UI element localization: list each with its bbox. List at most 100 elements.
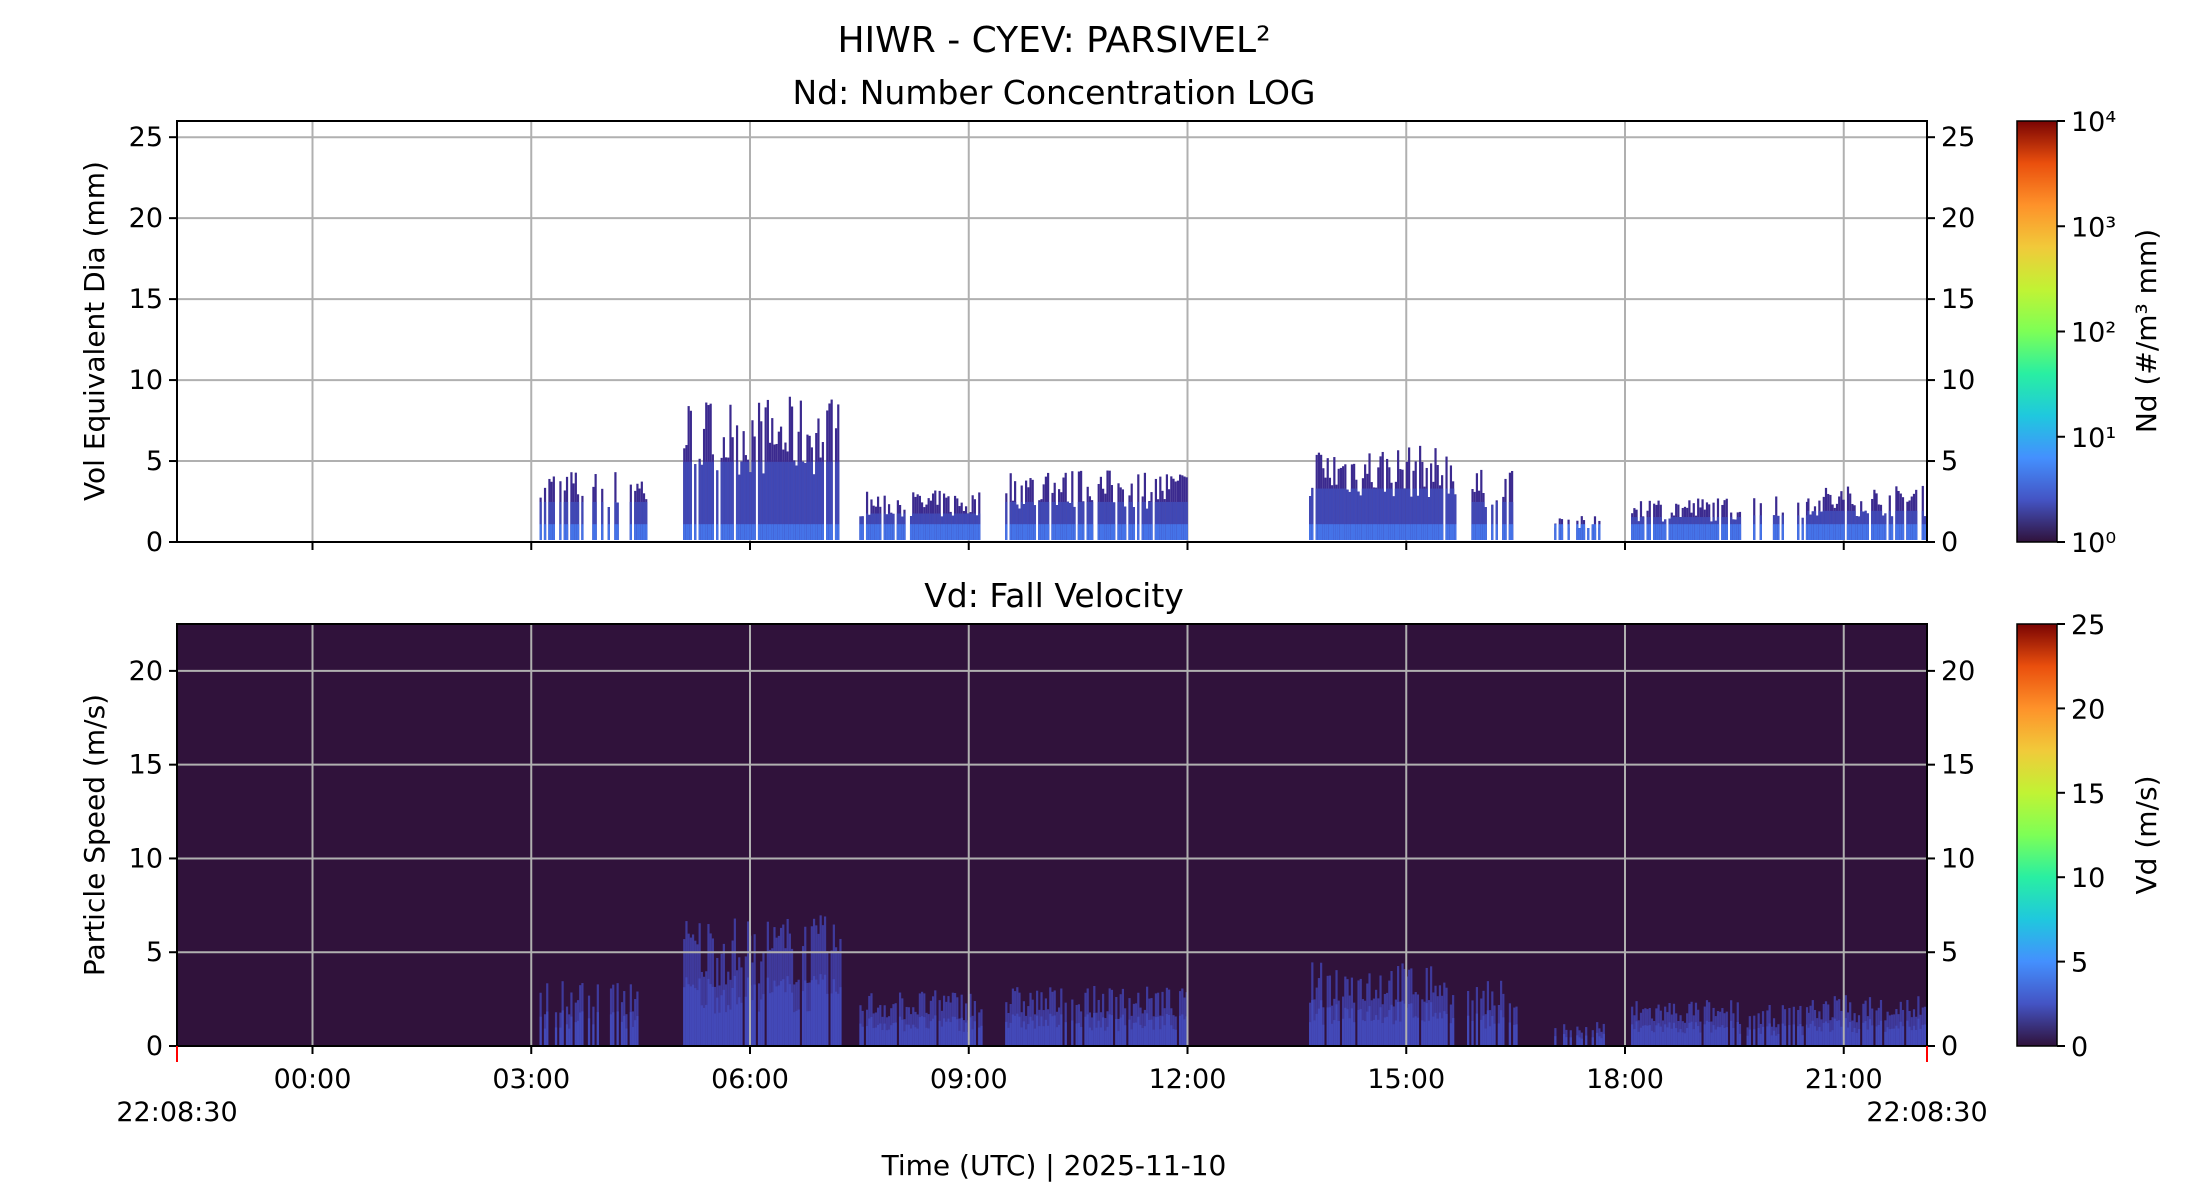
nd-bin-column-mid [1091,501,1094,540]
vd-bin-column-core [1137,1016,1140,1046]
vd-bin-column-core [1864,1021,1867,1046]
vd-bin-column-core [565,1024,569,1046]
nd-bin-column-low [1322,524,1325,540]
nd-bin-column-low [1357,524,1360,540]
nd-bin-column-mid [1364,488,1367,540]
nd-bin-column-mid [1150,501,1153,540]
nd-bin-column-mid [594,501,597,540]
vd-bin-column-core [883,1023,886,1046]
nd-bin-column-mid [1137,501,1140,540]
vd-bin-column-core [581,1011,584,1046]
nd-bin-column-mid [1331,488,1334,540]
vd-bin-column-core [1497,1023,1501,1046]
nd-bin-column-low [953,524,957,540]
vd-bin-column-core [1328,1007,1332,1046]
nd-bin-column-low [1161,524,1164,540]
nd-bin-column-low [642,524,646,540]
nd-bin-column-mid [777,461,780,540]
vd-bin-column-core [1725,1027,1728,1046]
vd-bin-column-core [1011,1014,1015,1046]
nd-bin-column-mid [1475,501,1479,540]
vd-colorbar-tick-label: 15 [2071,779,2105,810]
vd-bin-column-core [1104,1030,1107,1046]
nd-bin-column-low [1582,524,1586,540]
nd-bin-column-mid [640,501,643,540]
nd-bin-column-mid [1427,497,1431,540]
nd-bin-column-low [576,524,580,540]
nd-bin-column-low [1370,524,1373,540]
nd-bin-column-low [716,524,719,540]
vd-colorbar [2016,623,2058,1047]
nd-bin-column-mid [614,501,617,540]
vd-bin-column-core [733,975,736,1046]
vd-y-tick-label: 15 [129,750,163,781]
nd-bin-column-low [594,524,597,540]
nd-bin-column-low [1642,524,1645,540]
vd-bin-column-core [1635,1021,1638,1046]
nd-bin-column-low [1148,524,1151,540]
vd-bin-column-core [683,987,686,1046]
nd-bin-column-low [640,524,643,540]
nd-bin-column-low [1888,524,1891,540]
nd-bin-column-low [1412,524,1415,540]
nd-bin-column-mid [773,461,776,540]
nd-bin-column-mid [738,474,741,540]
vd-bin-column-core [1154,1017,1158,1046]
x-tick-label: 21:00 [1805,1064,1883,1095]
nd-bin-column-mid [1119,501,1122,540]
vd-bin-column-core [1399,1021,1402,1046]
vd-bin-column-core [609,1014,613,1046]
nd-panel-title: Nd: Number Concentration LOG [793,73,1316,112]
nd-bin-column-mid [607,507,610,540]
vd-bin-column-core [1670,1028,1673,1046]
vd-bin-column-core [1381,1023,1384,1046]
nd-bin-column-low [1124,524,1127,540]
nd-bin-column-mid [764,461,767,540]
nd-bin-column-mid [753,461,756,540]
vd-bin-column-core [771,992,774,1046]
vd-bin-column-core [1115,1019,1118,1046]
nd-bin-column-low [923,524,926,540]
nd-bin-column-mid [694,464,697,540]
nd-bin-column-low [1113,524,1116,540]
vd-bin-column-core [1423,1021,1426,1046]
vd-bin-column-core [694,988,697,1046]
nd-bin-column-low [812,524,816,540]
nd-bin-column-low [1335,524,1338,540]
vd-bin-column-core [1822,1022,1825,1046]
vd-bin-column-core [859,1023,862,1046]
nd-bin-column-mid [1438,488,1442,540]
nd-bin-column-mid [1185,501,1188,540]
nd-bin-column-mid [1044,501,1048,540]
vd-bin-column-core [1320,1000,1323,1046]
nd-bin-column-mid [1372,488,1376,540]
nd-bin-column-low [901,524,904,540]
nd-bin-column-low [1005,524,1008,540]
nd-bin-column-low [1027,524,1030,540]
vd-bin-column-core [1482,1015,1485,1046]
nd-bin-column-low [1339,524,1343,540]
nd-bin-column-low [1053,524,1056,540]
vd-bin-column-core [953,1016,957,1046]
nd-bin-column-mid [1419,488,1422,540]
vd-bin-column-core [1799,1023,1802,1046]
nd-bin-column-mid [1508,501,1512,540]
nd-bin-column-low [883,524,886,540]
nd-bin-column-mid [1082,501,1085,540]
vd-bin-column-core [1857,1029,1861,1046]
vd-bin-column-core [1602,1033,1605,1046]
vd-bin-column-core [1445,1013,1448,1046]
nd-bin-column-low [964,524,968,540]
vd-bin-column-core [1648,1025,1651,1046]
nd-bin-column-mid [731,461,734,540]
vd-bin-column-core [1721,1025,1724,1046]
nd-bin-column-low [1355,524,1358,540]
nd-bin-column-low [1670,524,1673,540]
nd-bin-column-low [1866,524,1869,540]
nd-bin-column-low [707,524,710,540]
nd-bin-column-low [1051,524,1054,540]
nd-colorbar-tick-label: 10¹ [2071,423,2116,454]
vd-bin-column-core [1084,1016,1087,1046]
vd-bin-column-core [696,990,699,1046]
vd-bin-column-core [1392,1024,1395,1046]
